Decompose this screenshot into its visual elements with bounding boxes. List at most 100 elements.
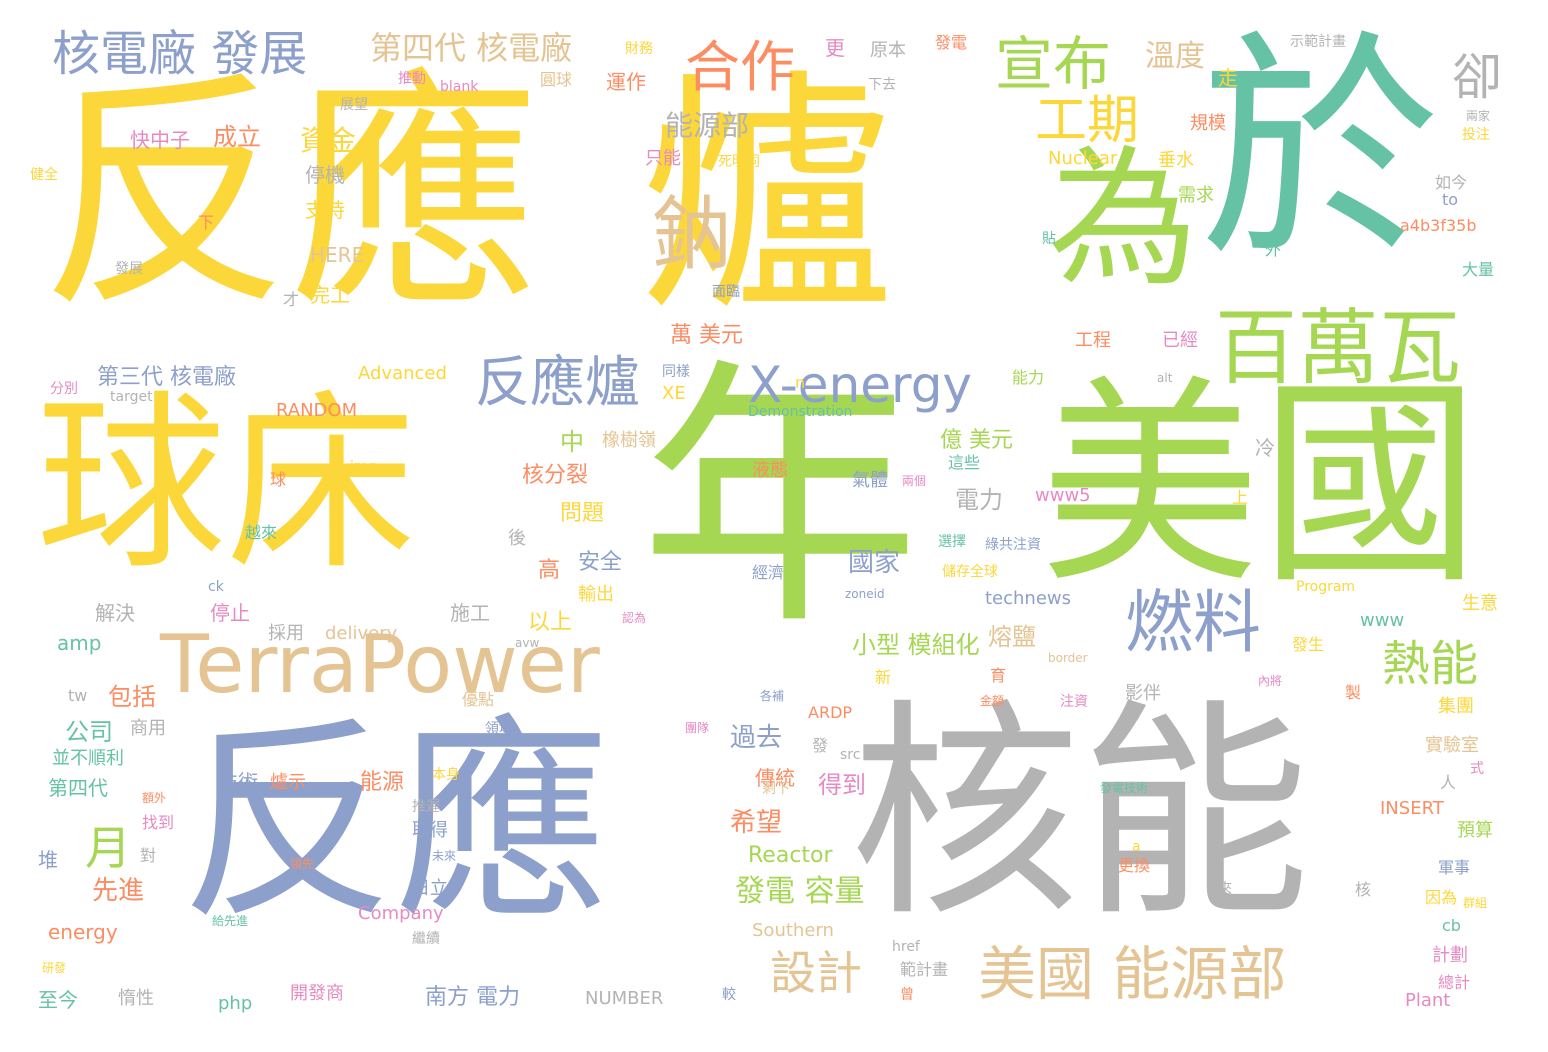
word-gongqi: 工期	[1035, 91, 1140, 151]
word: 展望	[340, 97, 368, 113]
word: 發生	[1292, 635, 1325, 654]
word: 停機	[305, 163, 345, 187]
word: to	[1442, 190, 1459, 209]
word: 堆	[38, 848, 58, 872]
word: 推遲	[412, 799, 440, 815]
word: Demonstration	[748, 404, 853, 420]
word: 這些	[948, 453, 981, 472]
word-yu: 於	[1200, 10, 1441, 290]
word-na: 鈉	[652, 188, 732, 281]
word: 發電	[935, 33, 968, 52]
word: 育	[990, 666, 1007, 685]
word: 對	[140, 846, 157, 865]
word-yue: 月	[85, 821, 131, 875]
word: 取得	[412, 820, 448, 841]
word: 財務	[625, 41, 653, 57]
word: 停止	[210, 601, 250, 625]
word-x-energy: X-energy	[748, 356, 973, 414]
word: delivery	[325, 623, 398, 644]
word: Nuclear	[1048, 148, 1118, 169]
word: 圓球	[540, 70, 573, 89]
word: 國家	[848, 548, 901, 578]
word: 團隊	[685, 721, 710, 735]
word: 同樣	[662, 364, 690, 380]
word: 南方 電力	[425, 985, 520, 1010]
word: 下去	[868, 77, 896, 93]
word: src	[840, 747, 861, 763]
word: 下	[198, 213, 215, 232]
word: 核	[1355, 880, 1372, 899]
word: 軍事	[1438, 858, 1471, 877]
word: 健全	[30, 167, 58, 183]
word: 發展	[115, 261, 143, 277]
word-lu: 爐	[640, 49, 896, 346]
word: tw	[68, 686, 88, 705]
word: 包括	[108, 683, 156, 711]
word: 萬 美元	[670, 323, 743, 348]
word-sheji: 設計	[770, 946, 862, 1000]
word: 電力	[955, 486, 1003, 514]
word: 優點	[462, 690, 495, 709]
word: 才	[283, 290, 300, 309]
word: 選擇	[938, 534, 966, 550]
word: 傳統	[755, 766, 795, 790]
word: 快中子	[130, 128, 190, 152]
word: 領域	[485, 721, 513, 737]
word: 分別	[50, 381, 78, 397]
word: border	[1048, 651, 1088, 665]
word: 液態	[752, 460, 788, 481]
word: 實驗室	[1425, 735, 1479, 756]
word: ck	[208, 579, 224, 595]
word: 施工	[450, 601, 490, 625]
word: Southern	[752, 920, 834, 941]
word: RANDOM	[276, 400, 358, 421]
word: n	[795, 373, 806, 392]
word: ARDP	[808, 703, 853, 722]
word: 原本	[870, 40, 906, 61]
word: Plant	[1405, 990, 1451, 1011]
word: 解決	[95, 601, 135, 625]
word: 過去	[730, 723, 783, 753]
word: href	[892, 939, 920, 955]
word: target	[110, 389, 153, 405]
word: amp	[57, 631, 102, 655]
word: 未來	[432, 849, 457, 863]
word: 給先進	[212, 914, 249, 928]
word: 面臨	[712, 284, 740, 300]
word: 商用	[130, 718, 166, 739]
word: 發電 容量	[735, 874, 865, 909]
word: 綠共注資	[985, 537, 1041, 553]
word: 總計	[1438, 973, 1471, 992]
word: 新	[875, 668, 892, 687]
word: 至今	[38, 988, 78, 1012]
word: 金額	[980, 694, 1005, 708]
word: 資金	[300, 124, 357, 157]
word: 需求	[1178, 185, 1214, 206]
word: 額外	[142, 791, 167, 805]
word: 本身	[432, 767, 460, 783]
word: 因為	[1425, 888, 1458, 907]
word: technews	[985, 588, 1072, 609]
word: 採用	[268, 623, 304, 644]
word: 越來	[245, 523, 278, 542]
word: 示範計畫	[1290, 34, 1346, 50]
word: zoneid	[845, 587, 885, 601]
word: 輸出	[578, 584, 614, 605]
word: Advanced	[358, 363, 447, 384]
word-baiwanwa: 百萬瓦	[1215, 301, 1462, 396]
word: 希望	[730, 808, 783, 838]
word-heneng: 核能	[850, 681, 1311, 948]
word: 發電技術	[1100, 781, 1149, 795]
word: www	[1360, 610, 1405, 631]
word: 成立	[213, 123, 261, 151]
word: blank	[440, 79, 479, 95]
word: 認為	[622, 611, 647, 625]
word: 預算	[1457, 820, 1493, 841]
word: 已經	[1162, 330, 1198, 351]
word-meiguo-large: 美國	[1040, 357, 1481, 613]
word: 工程	[1075, 330, 1111, 351]
word: 得到	[818, 771, 866, 799]
word: 領先	[290, 857, 315, 871]
word: 上	[1232, 488, 1249, 507]
word: a	[1132, 839, 1141, 855]
